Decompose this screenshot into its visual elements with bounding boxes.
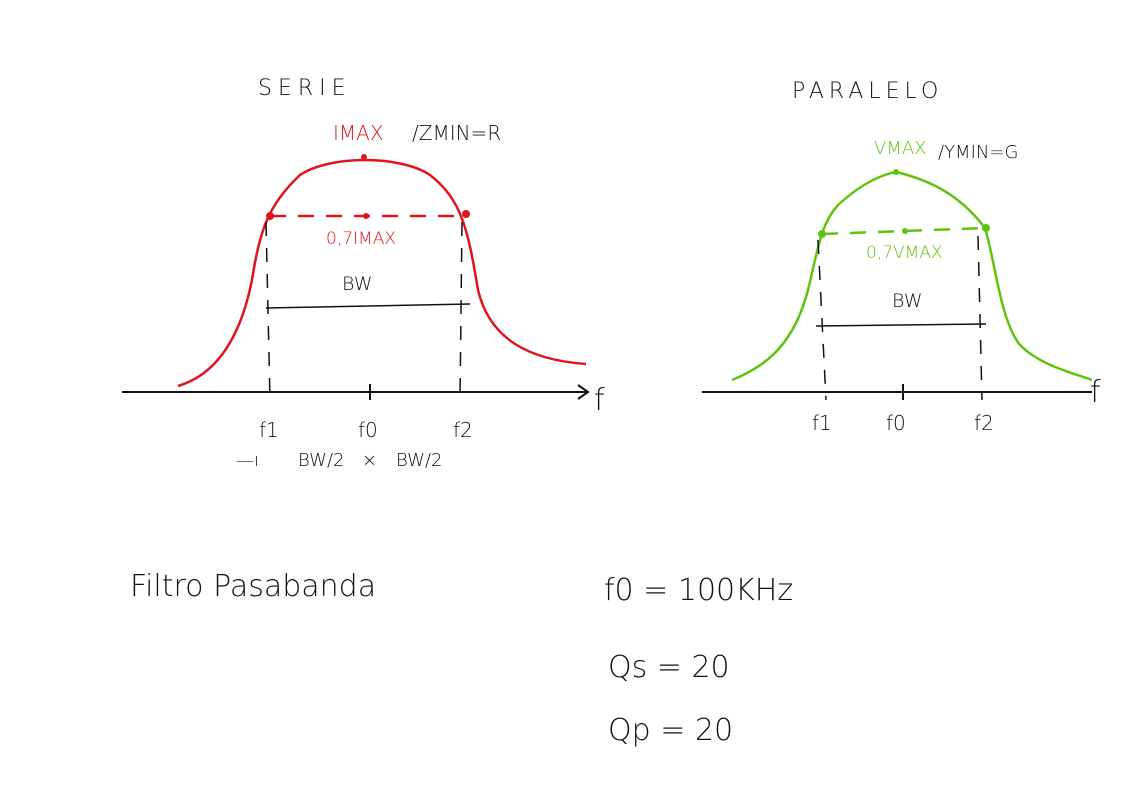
serie-bw-arrow (265, 303, 471, 309)
paralelo-tick-f0: f0 (886, 411, 906, 435)
serie-bw-label: BW (342, 273, 373, 295)
note-qs: Qs = 20 (608, 650, 730, 685)
paralelo-tick-f1: f1 (812, 411, 832, 435)
serie-graph: SERIE IMAX /ZMIN=R f 0,7IMAX BW f1 f0 f2… (122, 76, 605, 471)
serie-peak-label: IMAX (333, 121, 384, 145)
note-qp: Qp = 20 (608, 713, 733, 748)
paralelo-graph: PARALELO VMAX /YMIN=G f 0,7VMAX BW f1 f0… (702, 79, 1101, 435)
serie-response-curve (177, 158, 587, 388)
paralelo-tick-f2: f2 (974, 411, 994, 435)
serie-axis-arrow-icon (577, 384, 590, 400)
serie-level-label: 0,7IMAX (326, 229, 396, 249)
serie-title: SERIE (258, 76, 352, 101)
paralelo-bw-arrow (815, 323, 987, 327)
svg-text:—ı: —ı (236, 450, 259, 471)
paralelo-title: PARALELO (792, 79, 943, 104)
serie-tick-f0: f0 (358, 418, 378, 442)
serie-tick-f2: f2 (453, 418, 473, 442)
filter-name: Filtro Pasabanda (130, 569, 376, 604)
paralelo-axis-label: f (1090, 375, 1101, 410)
paralelo-bw-label: BW (892, 290, 923, 312)
serie-tick-f1: f1 (259, 418, 279, 442)
notes: Filtro Pasabanda f0 = 100KHz Qs = 20 Qp … (130, 569, 793, 748)
serie-axis-label: f (594, 383, 605, 418)
serie-peak-label-rest: /ZMIN=R (412, 121, 501, 145)
paralelo-peak-label: VMAX (874, 138, 927, 159)
paralelo-response-curve (731, 170, 1093, 382)
paralelo-peak-label-rest: /YMIN=G (938, 142, 1018, 163)
note-f0: f0 = 100KHz (604, 573, 793, 608)
svg-text:×: × (362, 450, 377, 471)
serie-half-bw-left: BW/2 (298, 450, 344, 471)
serie-half-bw-right: BW/2 (396, 450, 442, 471)
paralelo-level-label: 0,7VMAX (866, 243, 943, 263)
